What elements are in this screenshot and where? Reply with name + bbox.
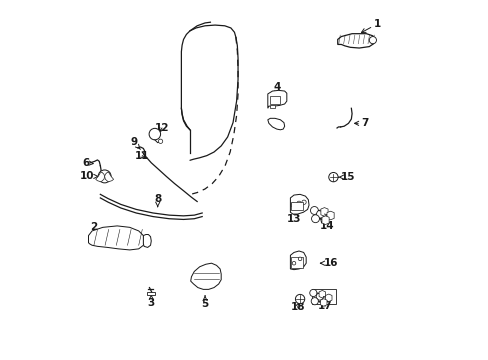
Polygon shape: [96, 172, 104, 182]
Circle shape: [149, 129, 160, 140]
Text: 3: 3: [147, 295, 155, 308]
Circle shape: [298, 257, 301, 261]
Text: 2: 2: [90, 222, 104, 232]
Text: 18: 18: [290, 302, 304, 312]
Text: 8: 8: [154, 194, 161, 207]
Text: 9: 9: [130, 138, 140, 149]
Text: 4: 4: [272, 82, 280, 95]
Text: 11: 11: [135, 150, 149, 161]
Circle shape: [292, 261, 295, 265]
Bar: [290, 202, 302, 211]
Bar: [269, 96, 280, 104]
Polygon shape: [320, 299, 326, 306]
Circle shape: [316, 293, 323, 300]
Text: 1: 1: [361, 19, 380, 32]
Bar: [311, 289, 336, 304]
Polygon shape: [88, 226, 144, 250]
Text: 15: 15: [338, 172, 355, 182]
Polygon shape: [290, 194, 308, 214]
Polygon shape: [319, 291, 325, 298]
Polygon shape: [290, 251, 305, 270]
Circle shape: [309, 289, 316, 297]
Circle shape: [98, 170, 111, 183]
Text: 14: 14: [319, 218, 334, 231]
Text: 12: 12: [155, 123, 169, 133]
Text: 5: 5: [201, 296, 208, 309]
Circle shape: [295, 294, 304, 304]
Circle shape: [290, 203, 295, 207]
Text: 6: 6: [82, 158, 93, 168]
Circle shape: [301, 200, 305, 204]
Text: 17: 17: [317, 301, 332, 311]
Polygon shape: [190, 263, 221, 289]
Bar: [269, 105, 274, 108]
Polygon shape: [267, 118, 284, 130]
Circle shape: [368, 37, 376, 44]
Circle shape: [310, 298, 318, 305]
Circle shape: [316, 210, 324, 218]
Polygon shape: [326, 211, 333, 220]
Circle shape: [158, 139, 163, 143]
Text: 16: 16: [320, 258, 338, 268]
Polygon shape: [321, 216, 328, 225]
Circle shape: [311, 215, 319, 223]
Polygon shape: [104, 172, 113, 182]
Circle shape: [310, 207, 318, 215]
Circle shape: [296, 201, 301, 206]
Text: 10: 10: [80, 171, 98, 181]
Circle shape: [328, 172, 337, 182]
Bar: [147, 292, 155, 296]
Polygon shape: [143, 234, 151, 247]
Polygon shape: [320, 208, 327, 216]
Bar: [290, 257, 302, 267]
Polygon shape: [337, 34, 373, 48]
Polygon shape: [325, 294, 331, 302]
Text: 13: 13: [286, 211, 301, 224]
Text: 7: 7: [354, 118, 367, 128]
Polygon shape: [267, 90, 286, 108]
